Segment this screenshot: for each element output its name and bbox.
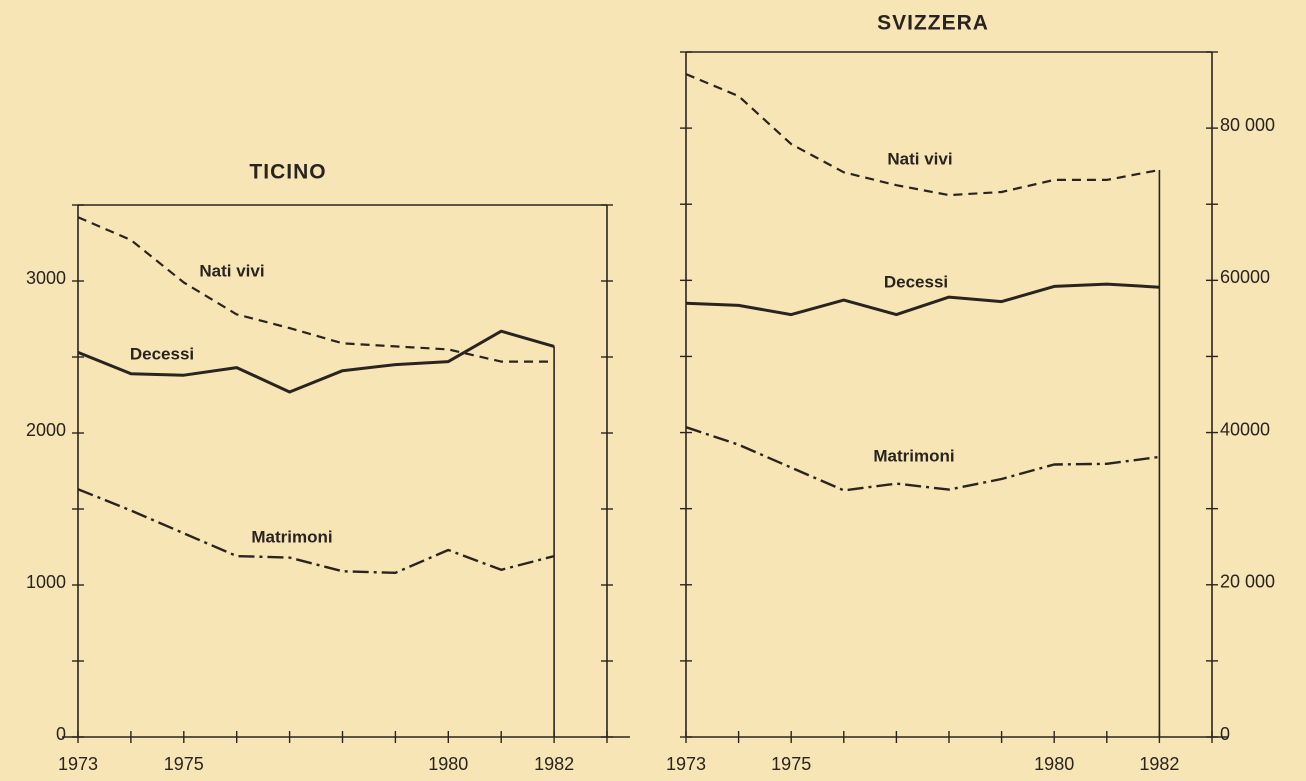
series-line	[685, 73, 1160, 197]
x-tick-label: 1982	[534, 754, 574, 774]
chart-title: TICINO	[249, 161, 326, 184]
series-line	[685, 426, 1160, 492]
x-tick-label: 1975	[164, 754, 204, 774]
x-tick-label: 1973	[666, 754, 706, 774]
series-label: Nati vivi	[199, 261, 264, 280]
y-tick-label: 3000	[26, 268, 66, 288]
x-tick-label: 1982	[1139, 754, 1179, 774]
series-line	[77, 488, 555, 574]
y-tick-label: 1000	[26, 572, 66, 592]
x-tick-label: 1973	[58, 754, 98, 774]
series-line	[77, 216, 555, 363]
y-tick-label: 40000	[1220, 419, 1270, 439]
x-tick-label: 1980	[1034, 754, 1074, 774]
x-tick-label: 1975	[771, 754, 811, 774]
x-tick-label: 1980	[428, 754, 468, 774]
series-line	[685, 282, 1160, 317]
y-tick-label: 2000	[26, 420, 66, 440]
y-tick-label: 80 000	[1220, 115, 1275, 135]
series-label: Nati vivi	[887, 149, 952, 168]
y-tick-label: 20 000	[1220, 572, 1275, 592]
y-tick-label: 0	[56, 724, 66, 744]
y-tick-label: 0	[1220, 724, 1230, 744]
series-label: Matrimoni	[873, 446, 954, 465]
series-line	[77, 329, 555, 394]
y-tick-label: 60000	[1220, 267, 1270, 287]
series-label: Decessi	[130, 344, 194, 363]
series-label: Decessi	[884, 272, 948, 291]
chart-title: SVIZZERA	[877, 12, 989, 35]
series-label: Matrimoni	[251, 527, 332, 546]
